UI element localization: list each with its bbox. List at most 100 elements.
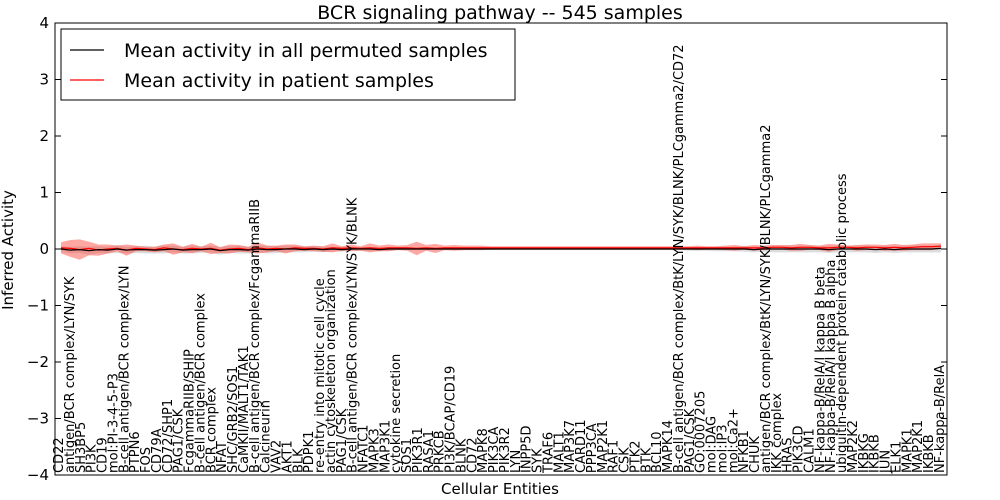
- entity-label: mol:PI-3-4-5-P3: [106, 373, 121, 473]
- y-tick-label: −4: [27, 466, 49, 484]
- entity-label: MAPK14: [661, 420, 676, 473]
- legend-label-patient: Mean activity in patient samples: [124, 70, 434, 92]
- y-tick-label: −1: [27, 297, 49, 315]
- entity-label: CSK: [618, 447, 633, 473]
- entity-label: FcgammaRIIB/SHIP: [183, 349, 198, 473]
- entity-label: B-cell antigen/BCR complex/FcgammaRIIB: [248, 199, 263, 473]
- entity-label: JUN: [879, 450, 894, 474]
- legend-box: [60, 28, 516, 101]
- entity-label: PIK3R1: [411, 427, 426, 473]
- chart-legend: Mean activity in all permuted samples Me…: [60, 28, 516, 101]
- entity-label: NFKB1: [737, 430, 752, 473]
- entity-label: PI3K: [85, 444, 100, 473]
- entity-label: BLNK: [454, 438, 469, 473]
- entity-label: MAP2K1: [596, 420, 611, 473]
- entity-label: mol:Ca2+: [726, 408, 741, 473]
- y-tick-label: −3: [27, 410, 49, 428]
- y-tick-label: 1: [39, 184, 49, 202]
- entity-label: IKK complex: [770, 393, 785, 473]
- entity-label: CALM1: [803, 428, 818, 473]
- entity-label: IKBKB: [922, 434, 937, 473]
- entity-label: re-entry into mitotic cell cycle: [313, 278, 328, 473]
- x-axis-title: Cellular Entities: [441, 480, 559, 498]
- activity-lines: [60, 245, 942, 252]
- entity-label: ubiquitin-dependent protein catabolic pr…: [835, 173, 850, 473]
- entity-label: MALT1: [552, 431, 567, 473]
- entity-label: VAV2: [270, 440, 285, 473]
- entity-label: mol:IP3: [716, 424, 731, 473]
- entity-label: MAPK1: [900, 428, 915, 473]
- entity-label: PAG1/CSK: [335, 408, 350, 473]
- entity-label: CD19: [96, 437, 111, 473]
- entity-label: CD72/SHP1: [161, 399, 176, 473]
- entity-label: TRAF6: [541, 432, 556, 474]
- entity-label: PAG1/CSK: [172, 408, 187, 473]
- entity-label: CARD11: [574, 419, 589, 473]
- entity-label: IKBKG: [857, 433, 872, 473]
- entity-label: MAP2K1: [911, 420, 926, 473]
- entity-label: MAP3K1: [378, 420, 393, 473]
- entity-label: antigen/BCR complex/BtK/LYN/SYK/BLNK/PLC…: [759, 125, 774, 474]
- entity-label: PIK3CD: [792, 425, 807, 473]
- entity-label: LYN: [509, 450, 524, 473]
- entity-label: actin cytoskeleton organization: [324, 269, 339, 473]
- entity-label: BTK: [639, 447, 654, 473]
- entity-label: HRAS: [781, 438, 796, 473]
- y-tick-label: 0: [39, 240, 49, 258]
- entity-label: PIK3CA: [487, 426, 502, 473]
- legend-label-permuted: Mean activity in all permuted samples: [124, 40, 487, 62]
- entity-label: SOS1: [400, 438, 415, 473]
- permuted-mean-line: [60, 247, 942, 252]
- chart-title: BCR signaling pathway -- 545 samples: [317, 2, 683, 24]
- entity-label: PTK2: [629, 440, 644, 473]
- entity-label: CD79A: [150, 428, 165, 473]
- entity-label: mol:DAG: [705, 416, 720, 473]
- entity-label: PAG1/CSK: [683, 408, 698, 473]
- entity-label: NFAT: [215, 441, 230, 473]
- entity-label: CD72: [465, 437, 480, 473]
- entity-label: NF-kappa-B/RelA: [933, 365, 948, 473]
- entity-label: SYK: [531, 448, 546, 473]
- entity-label: B-cell antigen/BCR complex/LYN: [117, 266, 132, 473]
- entity-label: FOS: [139, 447, 154, 473]
- entity-label: Calcineurin: [259, 400, 274, 473]
- entity-label: PIK3R2: [498, 427, 513, 473]
- entity-label: PRKCB: [433, 430, 448, 473]
- entity-label: CHUK: [748, 436, 763, 473]
- entity-label: AKT1: [280, 440, 295, 473]
- entity-label: MAP2K2: [846, 420, 861, 473]
- entity-label: BCL10: [650, 431, 665, 473]
- entity-label: PTPN6: [128, 431, 143, 473]
- entity-label: PPP3CA: [585, 423, 600, 473]
- entity-label: INPP5D: [520, 425, 535, 473]
- entity-label: IKBKB: [868, 434, 883, 473]
- y-axis-title: Inferred Activity: [0, 190, 17, 310]
- entity-label: BCR complex: [204, 387, 219, 473]
- entity-label: GO:0007205: [694, 391, 709, 473]
- entity-label: BLK: [291, 448, 306, 473]
- entity-label: CD22: [52, 437, 67, 473]
- y-tick-label: −2: [27, 353, 49, 371]
- entity-label: B-cell antigen/BCR complex: [193, 293, 208, 473]
- entity-label: ELK1: [890, 441, 905, 473]
- entity-label: NFATC1: [357, 425, 372, 473]
- entity-label: NF-kappa-B/RelA/I kappa B beta: [813, 266, 828, 473]
- entity-label: CaMKII/MALT1/TAK1: [237, 345, 252, 473]
- entity-label: MAPK8: [476, 428, 491, 473]
- entity-label: RAF1: [607, 440, 622, 473]
- entity-label: NF-kappa-B/RelA/I kappa B alpha: [824, 260, 839, 473]
- y-tick-label: 2: [39, 127, 49, 145]
- entity-label: B-cell antigen/BCR complex/LYN/SYK/BLNK: [346, 197, 361, 473]
- entity-label: RASA1: [422, 430, 437, 473]
- entity-label: SH3BP5: [74, 422, 89, 473]
- entity-label: SHC/GRB2/SOS1: [226, 366, 241, 473]
- y-tick-label: 4: [39, 14, 49, 32]
- entity-label: cytokine secretion: [389, 354, 404, 473]
- y-tick-label: 3: [39, 71, 49, 89]
- entity-label: PDPK1: [302, 431, 317, 474]
- entity-label: MAP3K7: [563, 420, 578, 473]
- entity-label: B-cell antigen/BCR complex/BtK/LYN/SYK/B…: [672, 44, 687, 473]
- entity-label: PI3K/BCAP/CD19: [444, 366, 459, 473]
